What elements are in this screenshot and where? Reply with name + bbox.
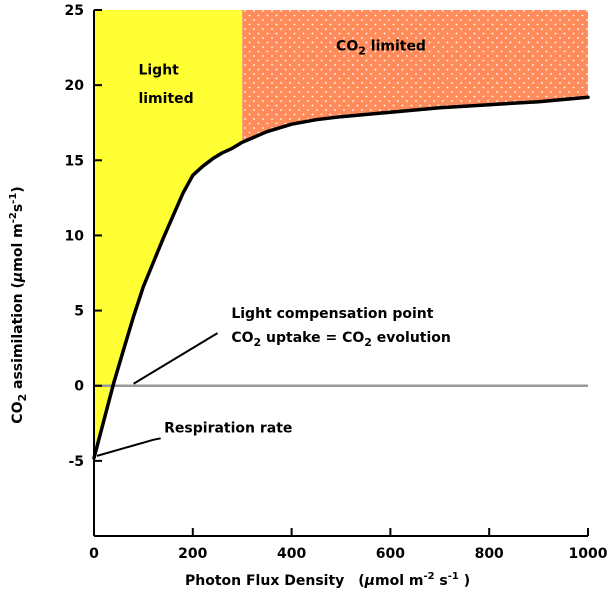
x-tick-label: 0 <box>89 546 99 562</box>
light-limited-region <box>94 10 243 458</box>
compensation-point-label: Light compensation point <box>231 306 433 322</box>
y-axis-title-s: s <box>10 204 26 212</box>
y-tick-label: -5 <box>68 454 84 470</box>
x-tick-label: 800 <box>475 546 504 562</box>
y-tick-label: 20 <box>65 78 85 94</box>
x-axis-title-exp1: -2 <box>423 571 434 582</box>
y-tick-label: 25 <box>65 3 84 19</box>
equation-middle: uptake = CO <box>261 330 364 346</box>
x-axis-title-s: s <box>435 573 448 589</box>
y-axis-title-mu: μ <box>10 272 26 283</box>
equation-sub-1: 2 <box>254 336 262 349</box>
compensation-point-equation: CO2 uptake = CO2 evolution <box>231 330 451 349</box>
y-tick-label: 0 <box>74 379 84 395</box>
y-axis-title-close: ) <box>10 186 26 192</box>
light-limited-label-line1: Light <box>138 63 179 79</box>
light-limited-label: Light limited <box>138 63 193 108</box>
x-axis-title-exp2: -1 <box>448 571 459 582</box>
x-axis-title-unit: mol m <box>375 573 423 589</box>
y-tick-label: 5 <box>74 304 84 320</box>
co2-limited-label-rest: limited <box>366 39 426 55</box>
assimilation-curve <box>92 95 590 460</box>
x-tick-label: 200 <box>178 546 207 562</box>
respiration-rate-pointer <box>96 437 161 457</box>
co2-limited-label-co: CO <box>336 39 358 55</box>
equation-co-1: CO <box>231 330 253 346</box>
co2-limited-region-pattern <box>242 10 588 143</box>
equation-sub-2: 2 <box>364 336 372 349</box>
respiration-rate-label: Respiration rate <box>164 420 292 436</box>
x-tick-label: 400 <box>277 546 306 562</box>
x-tick-label: 1000 <box>569 546 608 562</box>
compensation-point-pointer <box>133 332 219 385</box>
y-axis-title-sub: 2 <box>16 394 29 402</box>
equation-end: evolution <box>372 330 451 346</box>
x-axis-title-mu: μ <box>364 573 375 589</box>
y-tick-label: 15 <box>65 153 84 169</box>
y-tick-label: 10 <box>65 228 85 244</box>
x-axis-title-paren: ( <box>358 573 364 589</box>
co2-limited-label-sub: 2 <box>358 45 366 58</box>
y-axis-title: CO2 assimilation (μmol m-2s-1) <box>8 186 29 423</box>
co2-limited-label: CO2 limited <box>336 39 426 58</box>
y-axis-title-main: assimilation ( <box>10 282 26 394</box>
y-axis-title-co: CO <box>10 401 26 423</box>
x-axis-title-close: ) <box>459 573 470 589</box>
light-limited-label-line2: limited <box>138 91 193 107</box>
y-axis-title-unit: mol m <box>10 223 26 271</box>
y-axis-title-exp1: -2 <box>8 212 19 223</box>
x-tick-label: 600 <box>376 546 405 562</box>
x-axis-title-main: Photon Flux Density <box>185 573 344 589</box>
axis-ticks: 0 200 400 600 800 1000 -5 0 5 10 15 20 25 <box>65 3 608 562</box>
x-axis-title: Photon Flux Density (μmol m-2 s-1 ) <box>185 571 470 589</box>
y-axis-title-exp2: -1 <box>8 193 19 204</box>
